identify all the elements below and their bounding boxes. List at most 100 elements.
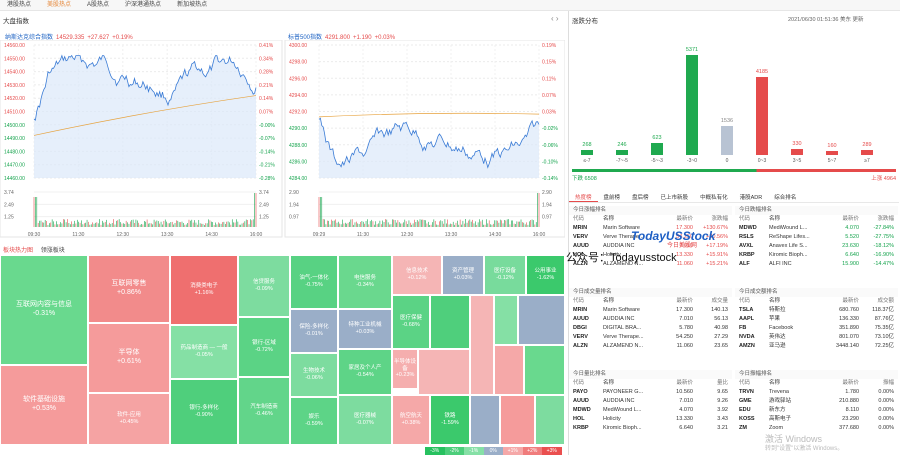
table-row[interactable]: MDWD MediWound L... 4.070 3.92 [573, 407, 728, 414]
sector-tile[interactable]: 公用事业 -1.62% [526, 255, 565, 295]
sector-tile[interactable]: 银行-多样化 -0.90% [170, 379, 238, 445]
table-row[interactable]: KRBP Kiromic Bioph... 6.640 3.21 [573, 425, 728, 432]
sector-tile[interactable]: 保险-多样化 -0.01% [290, 309, 338, 353]
sector-tile[interactable]: 银行-区域 -0.72% [238, 317, 290, 377]
sector-tile[interactable]: 半导体设备 +0.23% [392, 349, 418, 389]
sector-tile[interactable]: 软件-应用 +0.45% [88, 393, 170, 445]
table-row[interactable]: FB Facebook 351.890 75.35亿 [739, 325, 894, 332]
table-row[interactable]: MRIN Marin Software 17.300 +130.67% [573, 225, 728, 232]
sector-tile[interactable]: 信息技术 +0.12% [392, 255, 442, 295]
tab-leading-sectors[interactable]: 领涨板块 [40, 248, 65, 254]
table-row[interactable]: PAYO PAYONEER G... 10.560 9.65 [573, 389, 728, 396]
sector-tile[interactable]: 油气-一体化 -0.75% [290, 255, 338, 309]
sector-tile[interactable] [494, 345, 524, 395]
ranking-tab[interactable]: 综合排名 [774, 195, 797, 201]
table-row[interactable]: AAPL 苹果 136.330 87.76亿 [739, 316, 894, 323]
nav-tab[interactable]: 港股热点 [7, 2, 32, 8]
table-row[interactable]: AMZN 亚马逊 3448.140 72.25亿 [739, 343, 894, 350]
table-row[interactable]: TRVN Trevena 1.780 0.00% [739, 389, 894, 396]
sector-tile[interactable]: 电信服务 -0.34% [338, 255, 392, 309]
tab-sector-heatmap[interactable]: 板块热力图 [3, 248, 34, 254]
ranking-tab[interactable]: 港股ADR [739, 195, 763, 201]
breadth-bar[interactable] [686, 55, 698, 155]
table-row[interactable]: NVDA 英伟达 801.070 73.10亿 [739, 334, 894, 341]
sector-tile[interactable] [535, 395, 565, 445]
ranking-tab[interactable]: 中概私有化 [700, 195, 728, 201]
table-row[interactable]: ZM Zoom 377.680 0.00% [739, 425, 894, 432]
sector-tile[interactable]: 娱乐 -0.59% [290, 397, 338, 445]
brand-watermark-sub: 今日美股网 [667, 243, 698, 249]
sector-tile[interactable] [518, 295, 565, 345]
sector-tile[interactable] [470, 395, 500, 445]
ranking-tab[interactable]: 热度榜 [569, 193, 598, 202]
sector-tile[interactable] [500, 395, 535, 445]
avg-line [33, 95, 257, 136]
breadth-bar[interactable] [651, 143, 663, 155]
breadth-bar[interactable] [616, 150, 628, 155]
table-row[interactable]: HOL Holicity 13.330 3.43 [573, 416, 728, 423]
sector-tile[interactable]: 生物技术 -0.06% [290, 353, 338, 397]
table-row[interactable]: VERV Verve Therape... 54.250 +20.56% [573, 234, 728, 241]
table-row[interactable]: EDU 新东方 8.110 0.00% [739, 407, 894, 414]
sector-tile[interactable]: 医疗器械 -0.07% [338, 395, 392, 445]
sector-pct: -0.59% [305, 421, 323, 427]
table-row[interactable]: AUUD AUDDIA INC 7.010 9.26 [573, 398, 728, 405]
nav-tab[interactable]: 新加坡热点 [177, 2, 208, 8]
table-row[interactable]: MRIN Marin Software 17.300 140.13 [573, 307, 728, 314]
sector-tile[interactable] [470, 295, 494, 395]
table-row[interactable]: KRBP Kiromic Bioph... 6.640 -16.90% [739, 252, 894, 259]
table-row[interactable]: ALF ALFI INC 15.900 -14.47% [739, 261, 894, 268]
table-row[interactable]: MDWD MediWound L... 4.070 -27.84% [739, 225, 894, 232]
sector-tile[interactable]: 铁路 -1.59% [430, 395, 470, 445]
sector-tile[interactable] [494, 295, 518, 345]
sector-tile[interactable]: 航空航天 +0.38% [392, 395, 430, 445]
sector-tile[interactable]: 医疗保健 -0.68% [392, 295, 430, 349]
ranking-tab[interactable]: 已上市新股 [660, 195, 689, 201]
sector-tile[interactable] [430, 295, 470, 349]
breadth-bar[interactable] [756, 77, 768, 155]
sector-pct: -0.06% [305, 375, 323, 381]
table-row[interactable]: DBGI DIGITAL BRA... 5.780 40.98 [573, 325, 728, 332]
sector-tile[interactable]: 特种工业机械 +0.03% [338, 309, 392, 349]
ranking-tab[interactable]: 盘前榜 [603, 195, 621, 201]
chart-pager[interactable]: ‹ › [551, 14, 559, 23]
sector-tile[interactable]: 信贷服务 -0.09% [238, 255, 290, 317]
table-row[interactable]: TSLA 特斯拉 680.760 118.37亿 [739, 307, 894, 314]
sector-tile[interactable] [524, 345, 565, 395]
sector-tile[interactable] [418, 349, 470, 395]
breadth-bar[interactable] [826, 151, 838, 155]
ranking-tab[interactable]: 盘后榜 [632, 195, 649, 201]
breadth-bar[interactable] [791, 148, 803, 155]
sector-tile[interactable]: 医疗设备 -0.12% [484, 255, 526, 295]
sector-tile[interactable]: 资产管理 +0.03% [442, 255, 484, 295]
nav-tab[interactable]: A股热点 [87, 2, 110, 8]
nav-tab[interactable]: 美股热点 [47, 2, 72, 8]
price-axis-label: 14500.00 [4, 123, 25, 129]
sector-tile[interactable]: 互联网内容与信息 -0.31% [0, 255, 88, 365]
sector-tile[interactable]: 消费类电子 +1.16% [170, 255, 238, 325]
table-row[interactable]: KOSS 高斯电子 23.290 0.00% [739, 416, 894, 423]
market-tabs: 港股热点 美股热点 A股热点 沪深港通热点 新加坡热点 [0, 0, 900, 11]
sector-tile[interactable]: 半导体 +0.61% [88, 323, 170, 393]
sector-tile[interactable]: 软件基础设施 +0.53% [0, 365, 88, 445]
nav-tab[interactable]: 沪深港通热点 [125, 2, 162, 8]
breadth-bar[interactable] [861, 149, 873, 155]
sector-tile[interactable]: 汽车制造商 -0.46% [238, 377, 290, 445]
table-row[interactable]: AUUD AUDDIA INC 7.010 56.13 [573, 316, 728, 323]
sp500-name[interactable]: 标普500指数 [288, 35, 323, 41]
table-row[interactable]: RSLS ReShape Lifes... 5.520 -27.75% [739, 234, 894, 241]
sector-tile[interactable]: 互联网零售 +0.86% [88, 255, 170, 323]
nasdaq-name[interactable]: 纳斯达克综合指数 [5, 35, 54, 41]
table-row[interactable]: HOL Holicity 13.330 +15.91% [573, 252, 728, 259]
breadth-bar[interactable] [721, 126, 733, 155]
breadth-bar[interactable] [581, 150, 593, 155]
volume-axis-label: 1.25 [4, 215, 14, 221]
table-row[interactable]: ALZN ALZAMEND N... 11.060 23.65 [573, 343, 728, 350]
sector-tile[interactable]: 药品制造商 — 一般 -0.05% [170, 325, 238, 379]
sector-tile[interactable]: 家居及个人产 -0.54% [338, 349, 392, 395]
table-row[interactable]: AUUD AUDDIA INC 7.010 +17.19% [573, 243, 728, 250]
table-row[interactable]: ALZN ALZAMEND N... 11.060 +15.21% [573, 261, 728, 268]
table-row[interactable]: AVXL Anavex Life S... 23.630 -18.12% [739, 243, 894, 250]
table-row[interactable]: GME 游戏驿站 210.880 0.00% [739, 398, 894, 405]
table-row[interactable]: VERV Verve Therape... 54.250 27.29 [573, 334, 728, 341]
